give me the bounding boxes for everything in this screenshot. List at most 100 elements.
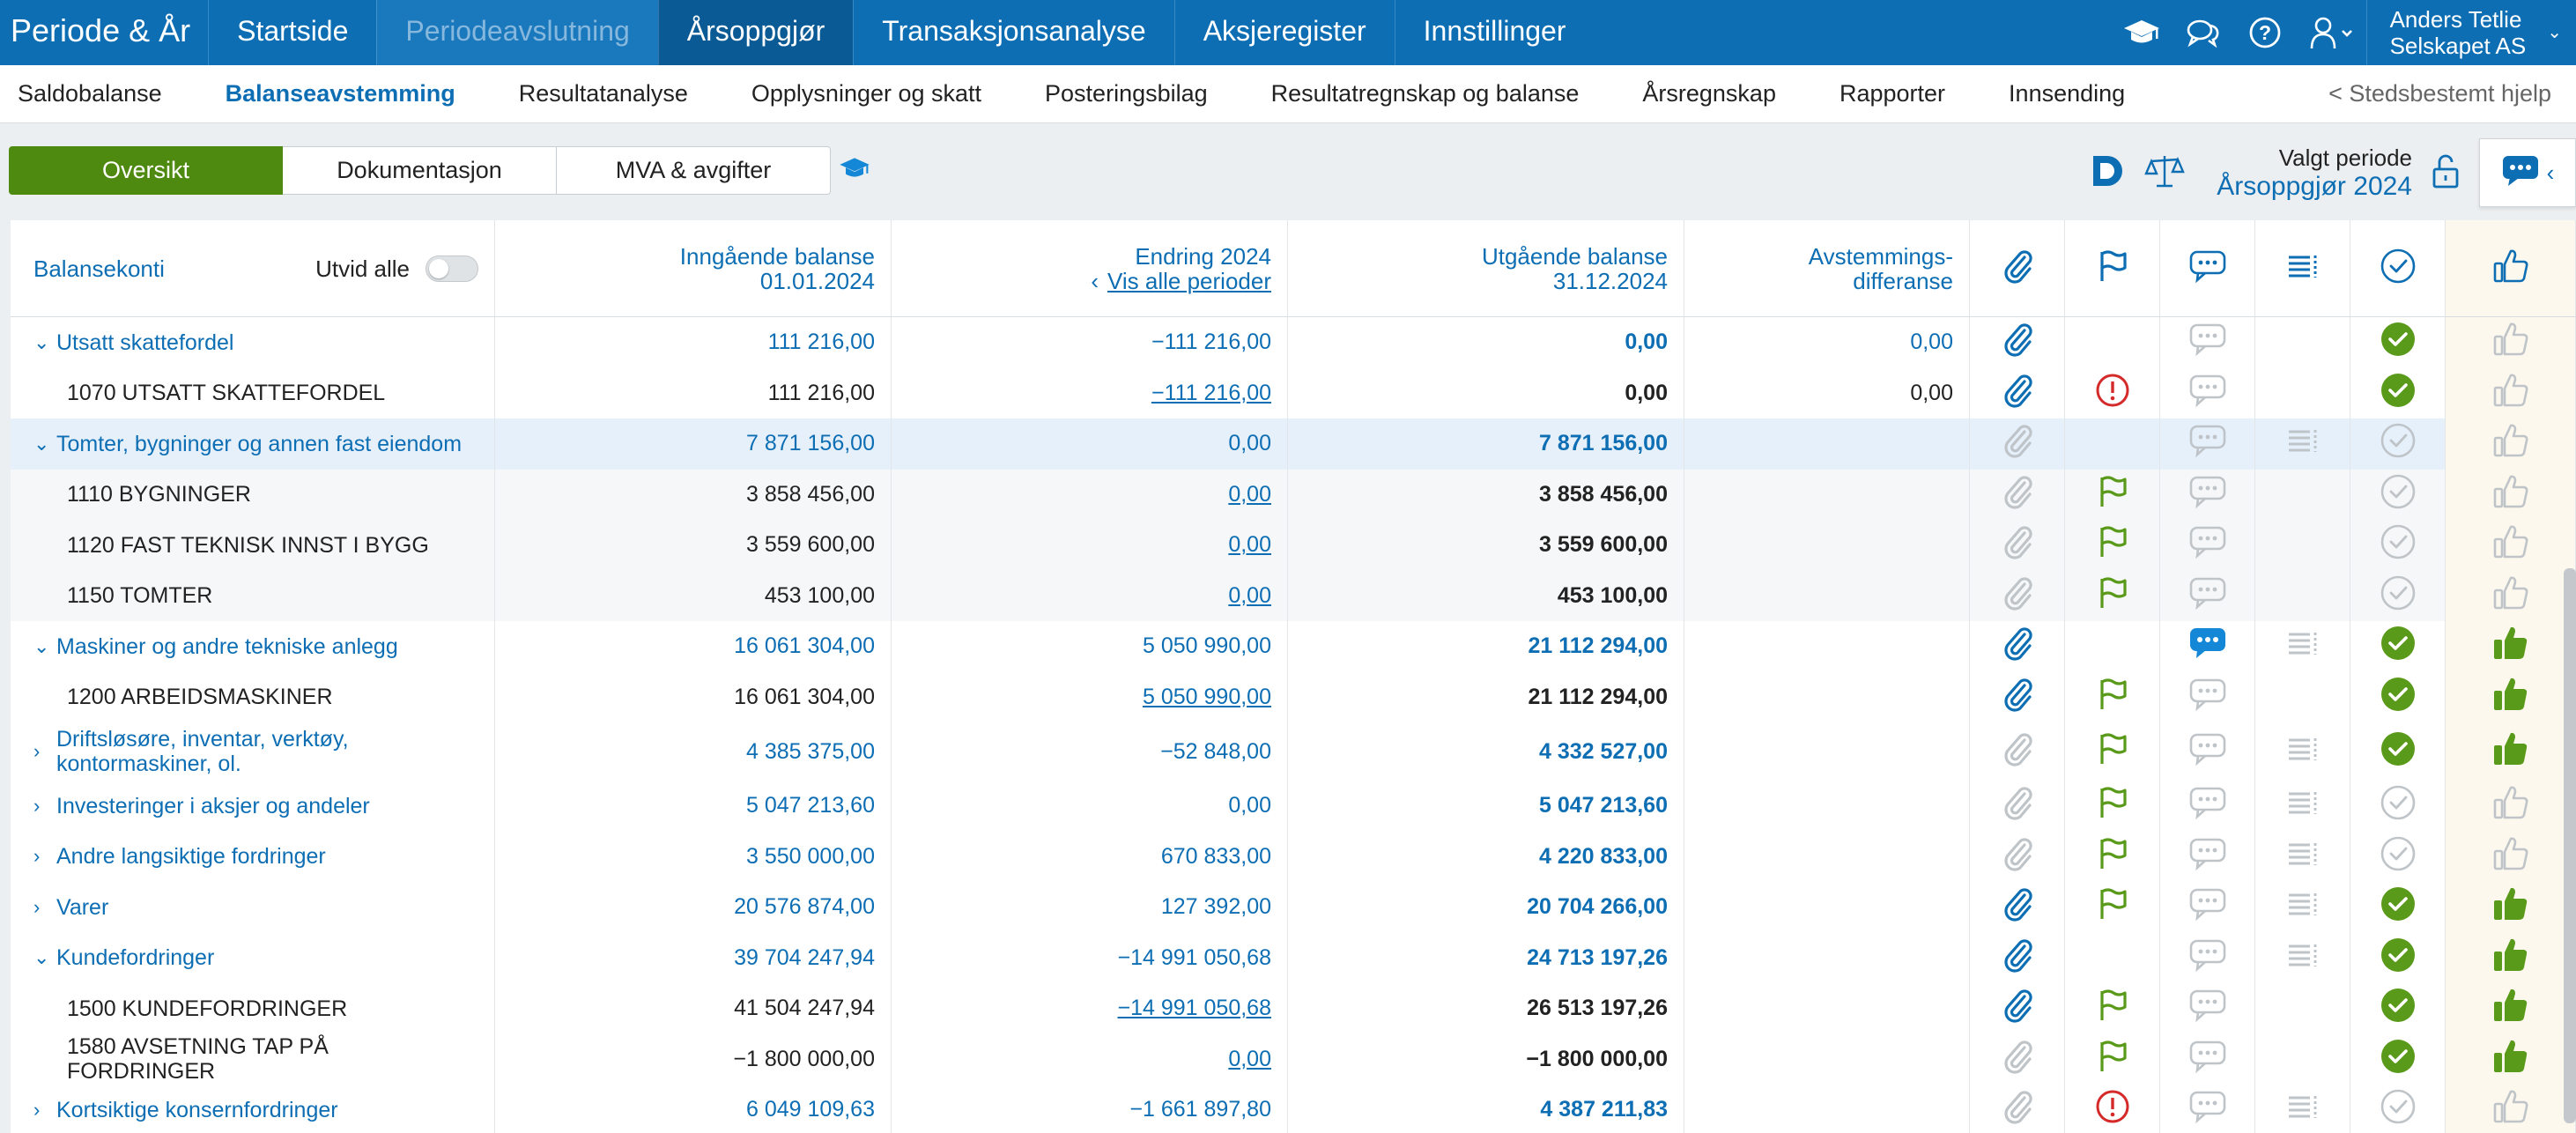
thumbs-up-cell[interactable] <box>2446 418 2576 470</box>
thumbs-up-cell[interactable] <box>2446 367 2576 418</box>
expand-chevron-icon[interactable]: ⌄ <box>33 330 50 353</box>
vertical-scrollbar[interactable] <box>2564 568 2576 1123</box>
attachment-cell[interactable] <box>1970 983 2065 1034</box>
thumbs-up-cell[interactable] <box>2446 1033 2576 1085</box>
flag-cell[interactable] <box>2065 983 2160 1034</box>
d-logo-icon[interactable] <box>2086 151 2127 196</box>
header-opening-balance[interactable]: Inngående balanse 01.01.2024 <box>495 220 892 316</box>
comment-cell[interactable] <box>2160 671 2255 722</box>
view-tab-1[interactable]: Dokumentasjon <box>283 146 557 195</box>
header-closing-balance[interactable]: Utgående balanse 31.12.2024 <box>1288 220 1684 316</box>
thumbs-up-cell[interactable] <box>2446 1085 2576 1133</box>
group-name-cell[interactable]: ⌄ Maskiner og andre tekniske anlegg <box>11 621 495 672</box>
list-cell[interactable] <box>2255 1085 2350 1133</box>
comment-cell[interactable] <box>2160 520 2255 571</box>
header-thumbs-up[interactable] <box>2446 220 2576 316</box>
table-row[interactable]: 1120 FAST TEKNISK INNST I BYGG 3 559 600,… <box>11 520 2576 571</box>
subnav-item-8[interactable]: Innsending <box>2009 80 2126 107</box>
approved-cell[interactable] <box>2350 317 2446 368</box>
attachment-cell[interactable] <box>1970 317 2065 368</box>
group-name-cell[interactable]: ⌄ Utsatt skattefordel <box>11 317 495 368</box>
approved-cell[interactable] <box>2350 831 2446 882</box>
approved-cell[interactable] <box>2350 882 2446 933</box>
list-cell[interactable] <box>2255 367 2350 418</box>
approved-cell[interactable] <box>2350 781 2446 832</box>
attachment-cell[interactable] <box>1970 469 2065 520</box>
show-all-periods-link[interactable]: Vis alle perioder <box>1107 267 1271 294</box>
list-cell[interactable] <box>2255 1033 2350 1085</box>
flag-cell[interactable] <box>2065 932 2160 983</box>
comment-cell[interactable] <box>2160 831 2255 882</box>
approved-cell[interactable] <box>2350 983 2446 1034</box>
change-link[interactable]: −111 216,00 <box>1151 380 1271 405</box>
approved-cell[interactable] <box>2350 367 2446 418</box>
comment-cell[interactable] <box>2160 722 2255 781</box>
thumbs-up-cell[interactable] <box>2446 469 2576 520</box>
comment-cell[interactable] <box>2160 621 2255 672</box>
list-cell[interactable] <box>2255 882 2350 933</box>
list-cell[interactable] <box>2255 317 2350 368</box>
list-cell[interactable] <box>2255 418 2350 470</box>
topnav-item-2[interactable]: Årsoppgjør <box>657 0 854 65</box>
subnav-item-3[interactable]: Opplysninger og skatt <box>751 80 982 107</box>
approved-cell[interactable] <box>2350 621 2446 672</box>
comment-cell[interactable] <box>2160 882 2255 933</box>
expand-chevron-icon[interactable]: › <box>33 845 41 868</box>
header-list[interactable] <box>2255 220 2350 316</box>
unlock-icon[interactable] <box>2430 152 2461 195</box>
comment-cell[interactable] <box>2160 932 2255 983</box>
attachment-cell[interactable] <box>1970 831 2065 882</box>
chat-bubbles-icon[interactable] <box>2173 0 2234 65</box>
graduation-cap-icon[interactable] <box>839 155 870 186</box>
list-cell[interactable] <box>2255 570 2350 621</box>
expand-chevron-icon[interactable]: › <box>33 740 41 762</box>
thumbs-up-cell[interactable] <box>2446 983 2576 1034</box>
group-name-cell[interactable]: › Kortsiktige konsernfordringer <box>11 1085 495 1133</box>
flag-cell[interactable] <box>2065 570 2160 621</box>
table-row[interactable]: › Andre langsiktige fordringer 3 550 000,0… <box>11 831 2576 882</box>
flag-cell[interactable] <box>2065 831 2160 882</box>
flag-cell[interactable] <box>2065 781 2160 832</box>
group-name-cell[interactable]: › Varer <box>11 882 495 933</box>
attachment-cell[interactable] <box>1970 520 2065 571</box>
table-row[interactable]: 1200 ARBEIDSMASKINER 16 061 304,00 5 050 9… <box>11 671 2576 722</box>
group-name-cell[interactable]: ⌄ Tomter, bygninger og annen fast eiendom <box>11 418 495 470</box>
help-icon[interactable]: ? <box>2234 0 2296 65</box>
expand-chevron-icon[interactable]: ⌄ <box>33 946 50 969</box>
list-cell[interactable] <box>2255 520 2350 571</box>
comment-cell[interactable] <box>2160 367 2255 418</box>
table-row[interactable]: › Kortsiktige konsernfordringer 6 049 109,… <box>11 1085 2576 1133</box>
flag-cell[interactable] <box>2065 469 2160 520</box>
header-attachments[interactable] <box>1970 220 2065 316</box>
table-row[interactable]: ⌄ Utsatt skattefordel 111 216,00 −111 216,0… <box>11 317 2576 368</box>
attachment-cell[interactable] <box>1970 418 2065 470</box>
table-row[interactable]: 1580 AVSETNING TAP PÅ FORDRINGER −1 800 0… <box>11 1033 2576 1085</box>
thumbs-up-cell[interactable] <box>2446 882 2576 933</box>
thumbs-up-cell[interactable] <box>2446 520 2576 571</box>
user-account[interactable]: Anders Tetlie Selskapet AS ⌄ <box>2365 0 2576 65</box>
topnav-item-5[interactable]: Innstillinger <box>1394 0 1595 65</box>
thumbs-up-cell[interactable] <box>2446 831 2576 882</box>
view-tab-0[interactable]: Oversikt <box>9 146 283 195</box>
table-row[interactable]: ⌄ Tomter, bygninger og annen fast eiendom… <box>11 418 2576 470</box>
list-cell[interactable] <box>2255 831 2350 882</box>
group-name-cell[interactable]: › Driftsløsøre, inventar, verktøy, kontor… <box>11 722 495 781</box>
approved-cell[interactable] <box>2350 1033 2446 1085</box>
flag-cell[interactable] <box>2065 671 2160 722</box>
header-reconciliation-diff[interactable]: Avstemmings-differanse <box>1684 220 1970 316</box>
thumbs-up-cell[interactable] <box>2446 621 2576 672</box>
table-row[interactable]: ⌄ Maskiner og andre tekniske anlegg 16 061… <box>11 621 2576 672</box>
subnav-item-1[interactable]: Balanseavstemming <box>225 80 455 107</box>
topnav-item-1[interactable]: Periodeavslutning <box>376 0 658 65</box>
approved-cell[interactable] <box>2350 932 2446 983</box>
list-cell[interactable] <box>2255 781 2350 832</box>
list-cell[interactable] <box>2255 932 2350 983</box>
flag-cell[interactable] <box>2065 882 2160 933</box>
header-comments[interactable] <box>2160 220 2255 316</box>
table-row[interactable]: 1110 BYGNINGER 3 858 456,00 0,00 3 858 456,… <box>11 469 2576 520</box>
group-name-cell[interactable]: › Investeringer i aksjer og andeler <box>11 781 495 832</box>
approved-cell[interactable] <box>2350 520 2446 571</box>
attachment-cell[interactable] <box>1970 1085 2065 1133</box>
flag-cell[interactable] <box>2065 1033 2160 1085</box>
topnav-item-4[interactable]: Aksjeregister <box>1173 0 1395 65</box>
